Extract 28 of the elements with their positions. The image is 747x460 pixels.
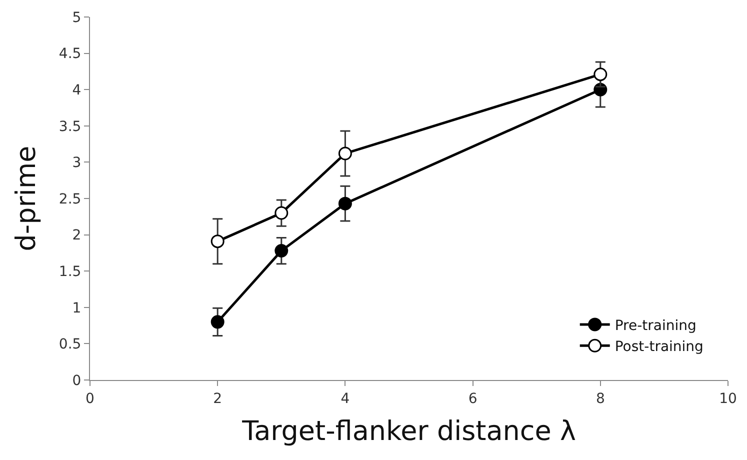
point [210,234,224,248]
x-tick-label: 10 [719,390,737,407]
y-tick-label: 0 [72,372,82,389]
point [210,315,224,329]
y-tick-label: 0.5 [58,336,82,353]
legend-label: Post-training [614,339,704,356]
x-tick-label: 4 [340,390,350,407]
point [338,196,352,210]
x-tick-label: 6 [468,390,478,407]
y-tick-label: 5 [72,10,82,26]
x-tick-label: 0 [86,390,94,407]
point [594,68,608,82]
point [274,244,288,258]
y-tick-label: 4.5 [58,46,82,62]
x-tick-label: 8 [596,390,605,407]
point [274,206,288,220]
y-axis-title: d-prime [10,146,42,252]
x-axis-title: Target-flanker distance λ [241,416,576,448]
y-tick-label: 1 [72,300,82,316]
x-tick-label: 2 [213,390,222,407]
point [338,146,352,160]
y-tick-label: 1.5 [58,264,82,280]
y-tick-label: 3 [72,155,82,172]
y-tick-label: 2 [72,228,82,244]
y-tick-label: 2.5 [58,191,82,208]
y-tick-label: 4 [72,82,82,98]
y-tick-label: 3.5 [58,118,82,135]
legend-label: Pre-training [614,318,696,334]
